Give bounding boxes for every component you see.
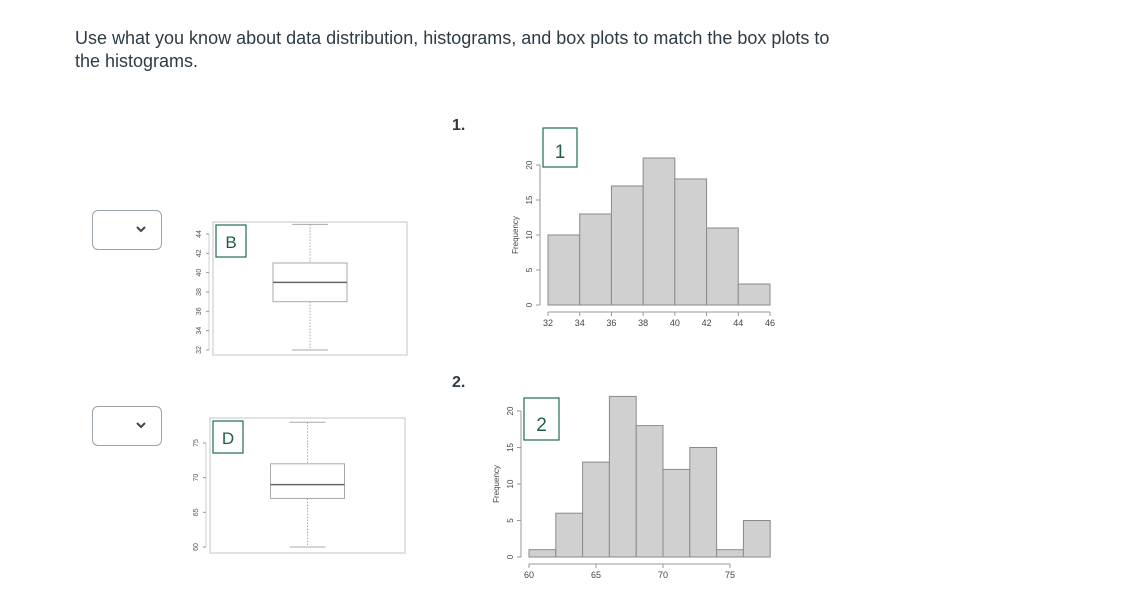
histogram-bar (635, 425, 664, 558)
y-tick-label: 65 (193, 508, 200, 516)
y-tick-label: 0 (506, 554, 515, 559)
iqr-box (270, 463, 345, 499)
y-tick-label: 34 (196, 327, 203, 335)
x-tick-label: 75 (725, 570, 735, 580)
y-tick-label: 10 (525, 230, 534, 239)
x-tick-label: 40 (670, 318, 680, 328)
histogram-tag-box (542, 127, 578, 168)
y-tick-label: 36 (196, 307, 203, 315)
y-tick-label: 70 (193, 474, 200, 482)
y-tick-label: 44 (196, 230, 203, 238)
histogram-bar (528, 549, 557, 558)
y-tick-label: 5 (525, 267, 534, 272)
y-tick-label: 42 (196, 249, 203, 257)
boxplot-b: 32 34 36 38 40 42 44 B (196, 221, 408, 356)
chevron-down-icon (136, 422, 146, 429)
y-tick-label: 15 (506, 443, 515, 452)
x-tick-label: 32 (543, 318, 553, 328)
x-tick-label: 60 (524, 570, 534, 580)
y-tick-label: 38 (196, 288, 203, 296)
y-tick-label: 0 (525, 302, 534, 307)
question-prompt: Use what you know about data distributio… (75, 28, 830, 71)
histogram-bar (608, 395, 637, 558)
boxplot-label: B (225, 233, 236, 252)
y-tick-label: 20 (525, 160, 534, 169)
y-tick-label: 40 (196, 269, 203, 277)
histogram-bar (674, 178, 708, 306)
histogram-bar (582, 461, 610, 558)
histogram-tag: 2 (536, 415, 547, 436)
histogram-tag-box (523, 397, 560, 441)
histogram-bar (642, 157, 676, 306)
match-dropdown-b[interactable] (92, 210, 162, 250)
histogram-bar (737, 283, 771, 306)
y-tick-label: 32 (196, 346, 203, 354)
histogram-1: 32 34 36 38 40 42 44 46 0 5 10 15 20 Frequency 1 (511, 127, 775, 328)
match-dropdown-d[interactable] (92, 406, 162, 446)
y-tick-label: 75 (193, 439, 200, 447)
x-tick-label: 46 (765, 318, 775, 328)
histogram-bar (662, 468, 691, 558)
histogram-2-number: 2. (452, 374, 466, 391)
x-tick-label: 65 (591, 570, 601, 580)
histogram-bar (716, 549, 744, 558)
histogram-2: 60 65 70 75 0 5 10 15 20 Frequency 2 (492, 395, 771, 580)
y-tick-label: 5 (506, 518, 515, 523)
y-tick-label: 10 (506, 479, 515, 488)
x-tick-label: 44 (733, 318, 743, 328)
boxplot-d: 60 65 70 75 D (193, 417, 406, 554)
boxplot-label-box (212, 420, 244, 454)
chevron-down-icon (136, 226, 146, 233)
y-tick-label: 20 (506, 406, 515, 415)
histogram-bar (706, 227, 739, 306)
histogram-tag: 1 (555, 142, 566, 163)
y-axis-label: Frequency (511, 216, 520, 254)
histogram-bar (742, 520, 771, 558)
histogram-bar (610, 185, 644, 306)
histogram-bar (555, 512, 584, 558)
y-axis-label: Frequency (492, 465, 501, 503)
boxplot-label: D (222, 429, 234, 448)
boxplot-label-box (215, 224, 247, 258)
x-tick-label: 42 (702, 318, 712, 328)
histogram-bar (579, 213, 612, 306)
x-tick-label: 34 (575, 318, 585, 328)
x-tick-label: 70 (658, 570, 668, 580)
y-tick-label: 15 (525, 195, 534, 204)
histogram-bar (547, 234, 581, 306)
x-tick-label: 38 (638, 318, 648, 328)
histogram-bar (689, 447, 718, 558)
histogram-1-number: 1. (452, 117, 466, 134)
x-tick-label: 36 (606, 318, 616, 328)
y-tick-label: 60 (193, 543, 200, 551)
